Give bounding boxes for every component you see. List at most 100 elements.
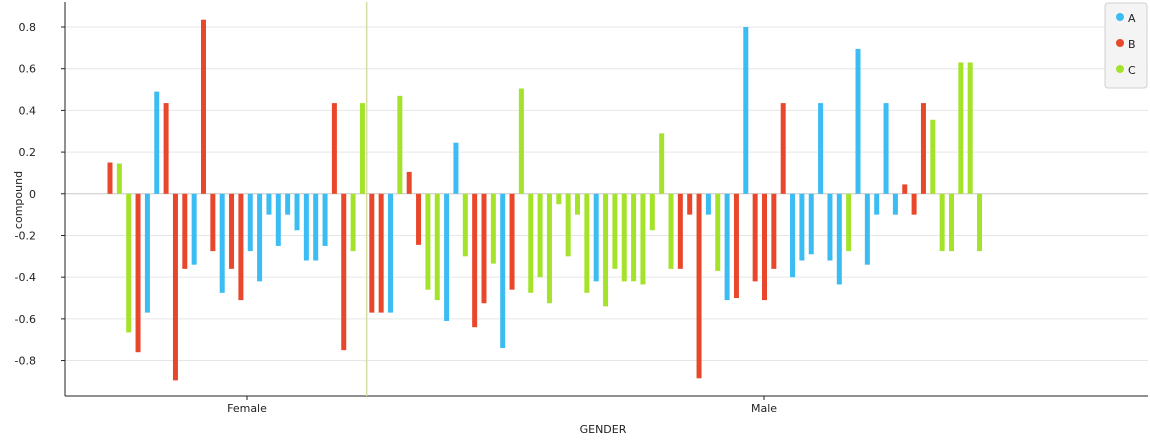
bar-male-a[interactable]: [799, 193, 805, 261]
legend-label-c[interactable]: C: [1128, 64, 1136, 77]
bar-male-a[interactable]: [892, 193, 898, 215]
legend-label-a[interactable]: A: [1128, 12, 1136, 25]
bar-male-b[interactable]: [378, 193, 384, 313]
bar-male-c[interactable]: [649, 193, 655, 231]
bar-male-b[interactable]: [677, 193, 683, 269]
bar-male-c[interactable]: [930, 119, 936, 194]
bar-male-a[interactable]: [818, 103, 824, 194]
bar-male-a[interactable]: [855, 48, 861, 194]
bar-male-b[interactable]: [780, 103, 786, 194]
bar-male-c[interactable]: [668, 193, 674, 269]
bar-male-a[interactable]: [388, 193, 393, 313]
bar-female-b[interactable]: [201, 19, 206, 194]
bar-female-b[interactable]: [163, 103, 169, 194]
bar-male-a[interactable]: [808, 193, 814, 255]
bar-male-a[interactable]: [593, 193, 599, 282]
bar-male-c[interactable]: [556, 193, 562, 205]
bar-male-c[interactable]: [584, 193, 590, 293]
bar-male-b[interactable]: [369, 193, 375, 313]
bar-male-c[interactable]: [715, 193, 721, 271]
bar-male-c[interactable]: [977, 193, 983, 252]
bar-male-b[interactable]: [509, 193, 515, 290]
bar-female-a[interactable]: [313, 193, 319, 261]
bar-male-c[interactable]: [939, 193, 945, 252]
bar-male-b[interactable]: [752, 193, 758, 282]
bar-female-c[interactable]: [350, 193, 356, 252]
bar-female-b[interactable]: [107, 162, 113, 194]
bar-male-a[interactable]: [883, 103, 889, 194]
bar-female-c[interactable]: [116, 163, 122, 194]
bar-male-b[interactable]: [416, 193, 422, 245]
legend-marker-a[interactable]: [1116, 13, 1124, 21]
bar-male-c[interactable]: [967, 62, 973, 194]
bar-male-c[interactable]: [528, 193, 534, 293]
bar-male-c[interactable]: [659, 133, 665, 194]
bar-male-a[interactable]: [790, 193, 796, 278]
bar-female-c[interactable]: [126, 193, 132, 333]
bar-male-c[interactable]: [462, 193, 468, 257]
bar-female-a[interactable]: [303, 193, 309, 261]
bar-male-c[interactable]: [631, 193, 637, 282]
bar-female-b[interactable]: [182, 193, 188, 269]
bar-female-b[interactable]: [238, 193, 244, 301]
bar-male-c[interactable]: [958, 62, 964, 194]
bar-male-a[interactable]: [874, 193, 880, 215]
bar-female-a[interactable]: [275, 193, 281, 246]
bar-female-a[interactable]: [294, 193, 300, 231]
bar-male-c[interactable]: [546, 193, 552, 304]
bar-male-c[interactable]: [612, 193, 618, 269]
bar-male-c[interactable]: [434, 193, 440, 301]
bar-male-c[interactable]: [565, 193, 571, 257]
bar-male-a[interactable]: [743, 27, 749, 194]
bar-male-c[interactable]: [640, 193, 646, 285]
bar-male-c[interactable]: [518, 88, 524, 194]
bar-male-a[interactable]: [827, 193, 833, 261]
legend-label-b[interactable]: B: [1128, 38, 1136, 51]
bar-male-b[interactable]: [696, 193, 702, 379]
bar-female-b[interactable]: [210, 193, 216, 252]
bar-female-c[interactable]: [359, 103, 365, 194]
bar-female-b[interactable]: [341, 193, 347, 351]
bar-female-b[interactable]: [229, 193, 235, 269]
bar-male-b[interactable]: [911, 193, 917, 215]
bar-male-b[interactable]: [687, 193, 693, 215]
bar-male-b[interactable]: [406, 171, 412, 194]
bar-male-a[interactable]: [453, 142, 459, 194]
bar-female-a[interactable]: [144, 193, 150, 313]
bar-male-a[interactable]: [836, 193, 842, 285]
bar-male-c[interactable]: [490, 193, 496, 264]
legend-marker-c[interactable]: [1116, 65, 1124, 73]
bar-male-b[interactable]: [733, 193, 739, 299]
bar-male-c[interactable]: [425, 193, 431, 290]
bar-male-b[interactable]: [920, 103, 926, 194]
bar-female-a[interactable]: [219, 193, 225, 293]
bar-female-a[interactable]: [266, 193, 272, 215]
bar-female-a[interactable]: [154, 91, 160, 194]
bar-male-c[interactable]: [949, 193, 954, 252]
bar-male-b[interactable]: [762, 193, 767, 301]
bar-female-a[interactable]: [285, 193, 291, 215]
bar-male-a[interactable]: [724, 193, 730, 301]
bar-male-b[interactable]: [902, 184, 908, 194]
legend[interactable]: ABC: [1104, 2, 1148, 89]
bar-female-b[interactable]: [331, 103, 337, 194]
bar-female-b[interactable]: [172, 193, 178, 381]
bar-female-a[interactable]: [247, 193, 253, 252]
bar-female-a[interactable]: [257, 193, 263, 282]
bar-male-a[interactable]: [864, 193, 870, 265]
bar-male-c[interactable]: [537, 193, 543, 278]
bar-male-c[interactable]: [397, 95, 403, 194]
bar-male-b[interactable]: [472, 193, 478, 328]
bar-male-b[interactable]: [481, 193, 487, 304]
bar-male-a[interactable]: [500, 193, 506, 349]
bar-female-a[interactable]: [191, 193, 197, 265]
bar-female-a[interactable]: [322, 193, 328, 246]
bar-male-b[interactable]: [771, 193, 777, 269]
bar-male-c[interactable]: [603, 193, 609, 307]
bar-male-a[interactable]: [444, 193, 450, 321]
bar-male-c[interactable]: [621, 193, 627, 282]
bar-male-c[interactable]: [575, 193, 580, 215]
bar-male-a[interactable]: [705, 193, 711, 215]
legend-marker-b[interactable]: [1116, 39, 1124, 47]
bar-female-b[interactable]: [135, 193, 141, 353]
